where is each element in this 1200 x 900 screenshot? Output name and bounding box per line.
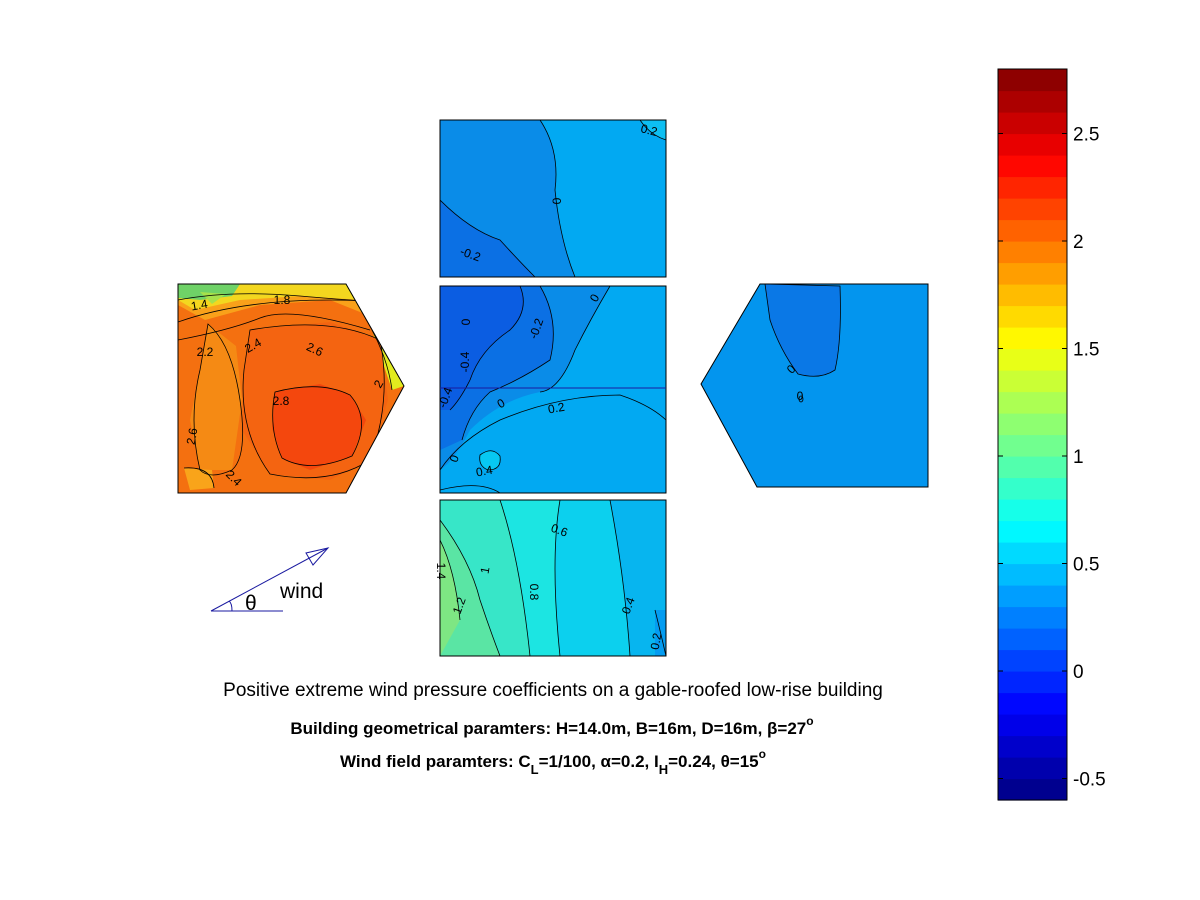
contour-label: -0.2 bbox=[458, 244, 483, 264]
contour-label: 1.4 bbox=[434, 563, 448, 580]
colorbar-band bbox=[998, 155, 1067, 178]
contour-label: 0.2 bbox=[648, 632, 665, 651]
colorbar-band bbox=[998, 606, 1067, 629]
contour-label: 1.8 bbox=[274, 293, 291, 307]
colorbar-band bbox=[998, 520, 1067, 543]
colorbar-band bbox=[998, 778, 1067, 801]
colorbar-band bbox=[998, 327, 1067, 350]
colorbar-band bbox=[998, 391, 1067, 414]
side-wall-bottom-panel bbox=[440, 500, 666, 656]
colorbar-tick-label: 0.5 bbox=[1073, 555, 1099, 576]
colorbar-tick-label: 1.5 bbox=[1073, 340, 1099, 361]
colorbar-band bbox=[998, 176, 1067, 199]
wind-field-subtitle: Wind field paramters: CL=1/100, α=0.2, I… bbox=[340, 747, 766, 777]
wind-label: wind bbox=[279, 580, 323, 603]
colorbar-band bbox=[998, 735, 1067, 758]
contour-label: 0 bbox=[550, 197, 564, 204]
colorbar-band bbox=[998, 241, 1067, 264]
colorbar-tick-label: 1 bbox=[1073, 447, 1084, 468]
contour-label: 2.6 bbox=[184, 427, 201, 446]
colorbar-tick-label: -0.5 bbox=[1073, 770, 1106, 791]
contour-label: 1 bbox=[478, 565, 493, 574]
contour-label: 0.2 bbox=[639, 121, 659, 139]
contour-label: 0 bbox=[447, 453, 463, 464]
colorbar-band bbox=[998, 692, 1067, 715]
contour-label: -0.2 bbox=[526, 316, 546, 341]
colorbar-band bbox=[998, 69, 1067, 92]
colorbar-tick-label: 2.5 bbox=[1073, 125, 1099, 146]
contour-label: 0.4 bbox=[619, 595, 638, 616]
contour-label: 0 bbox=[459, 318, 473, 325]
colorbar-band bbox=[998, 628, 1067, 651]
colorbar-band bbox=[998, 413, 1067, 436]
colorbar-band bbox=[998, 90, 1067, 113]
colorbar-band bbox=[998, 305, 1067, 328]
contour-label: 0 bbox=[797, 389, 804, 403]
colorbar-band bbox=[998, 714, 1067, 737]
colorbar-band bbox=[998, 563, 1067, 586]
roof-panel bbox=[440, 286, 666, 493]
colorbar-tick-label: 0 bbox=[1073, 662, 1084, 683]
chart-title: Positive extreme wind pressure coefficie… bbox=[223, 680, 883, 701]
colorbar-band bbox=[998, 348, 1067, 371]
contour-label: 2.6 bbox=[304, 340, 325, 360]
contour-label: 0.2 bbox=[547, 400, 566, 417]
colorbar-band bbox=[998, 112, 1067, 135]
colorbar-band bbox=[998, 370, 1067, 393]
contour-label: 1.4 bbox=[190, 297, 209, 314]
colorbar-band bbox=[998, 542, 1067, 565]
colorbar-band bbox=[998, 262, 1067, 285]
colorbar-tick-label: 2 bbox=[1073, 232, 1084, 253]
contour-label: 2.2 bbox=[197, 345, 214, 359]
contour-label: 0.8 bbox=[527, 584, 541, 601]
colorbar-band bbox=[998, 477, 1067, 500]
colorbar-band bbox=[998, 757, 1067, 780]
colorbar-band bbox=[998, 456, 1067, 479]
leeward-wall-panel bbox=[701, 284, 928, 487]
colorbar-band bbox=[998, 434, 1067, 457]
colorbar-band bbox=[998, 649, 1067, 672]
colorbar: -0.5 0 0.5 1 1.5 2 2.5 bbox=[997, 68, 1106, 801]
colorbar-band bbox=[998, 671, 1067, 694]
colorbar-band bbox=[998, 133, 1067, 156]
colorbar-band bbox=[998, 284, 1067, 307]
colorbar-band bbox=[998, 219, 1067, 242]
contour-label: 0.6 bbox=[549, 521, 570, 540]
contour-label: 0.4 bbox=[475, 463, 494, 480]
contour-label: -0.4 bbox=[458, 351, 472, 372]
wind-direction-indicator: θ wind bbox=[210, 547, 330, 615]
geometry-subtitle: Building geometrical paramters: H=14.0m,… bbox=[290, 714, 813, 738]
contour-label: 2.8 bbox=[273, 394, 290, 408]
theta-label: θ bbox=[245, 592, 257, 615]
windward-wall-panel bbox=[178, 284, 404, 493]
side-wall-top-panel bbox=[440, 120, 666, 277]
colorbar-frame bbox=[997, 68, 1068, 801]
colorbar-band bbox=[998, 198, 1067, 221]
colorbar-band bbox=[998, 585, 1067, 608]
contour-label: -0.4 bbox=[435, 385, 455, 410]
contour-label: 1.2 bbox=[450, 595, 469, 616]
colorbar-band bbox=[998, 499, 1067, 522]
